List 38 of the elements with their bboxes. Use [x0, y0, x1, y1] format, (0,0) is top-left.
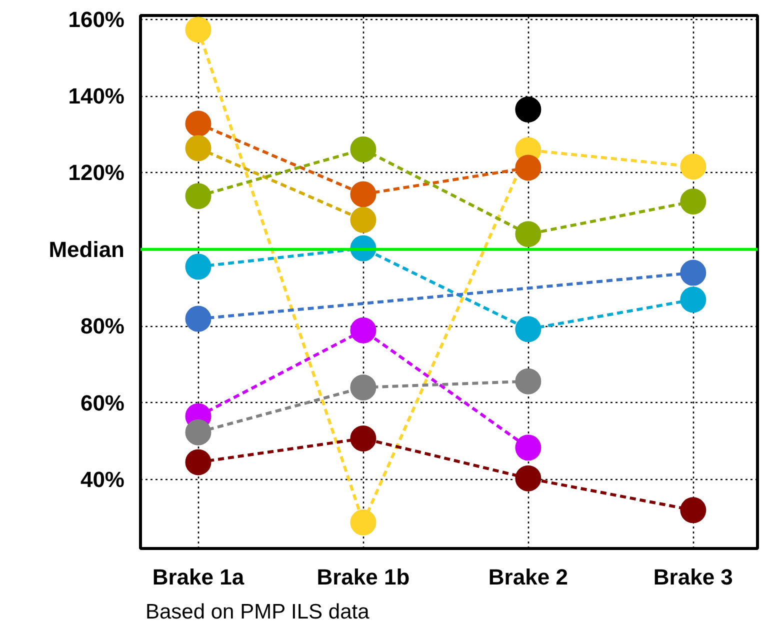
point	[680, 188, 706, 214]
y-tick-label: 80%	[80, 314, 125, 339]
point	[515, 316, 542, 342]
y-tick-label: 120%	[68, 160, 125, 186]
point	[350, 206, 376, 233]
x-tick-label: Brake 1a	[152, 564, 245, 590]
point	[515, 368, 542, 394]
point	[185, 419, 212, 446]
point	[680, 154, 706, 180]
point	[515, 221, 542, 248]
point	[185, 306, 212, 332]
point	[515, 154, 542, 181]
text: Based on PMP ILS data	[146, 600, 370, 624]
point	[515, 96, 542, 122]
y-tick-label: 160%	[68, 6, 125, 32]
y-tick-label: 60%	[80, 390, 125, 416]
point	[350, 374, 376, 400]
point	[185, 254, 212, 280]
point	[185, 449, 212, 476]
point	[350, 317, 376, 344]
point	[185, 135, 212, 162]
point	[185, 16, 212, 43]
point	[350, 136, 376, 162]
point	[185, 110, 212, 137]
point	[350, 181, 376, 208]
point	[185, 183, 212, 210]
y-tick-label: 140%	[68, 84, 125, 109]
point	[515, 434, 542, 461]
point	[515, 465, 542, 492]
point	[350, 425, 376, 452]
point	[680, 497, 706, 524]
point	[680, 286, 706, 313]
point	[350, 509, 376, 536]
y-tick-label: Median	[48, 236, 125, 262]
x-tick-label: Brake 1b	[316, 564, 410, 590]
x-tick-label: Brake 3	[653, 564, 733, 590]
y-tick-label: 40%	[80, 466, 125, 492]
x-tick-label: Brake 2	[488, 564, 568, 590]
